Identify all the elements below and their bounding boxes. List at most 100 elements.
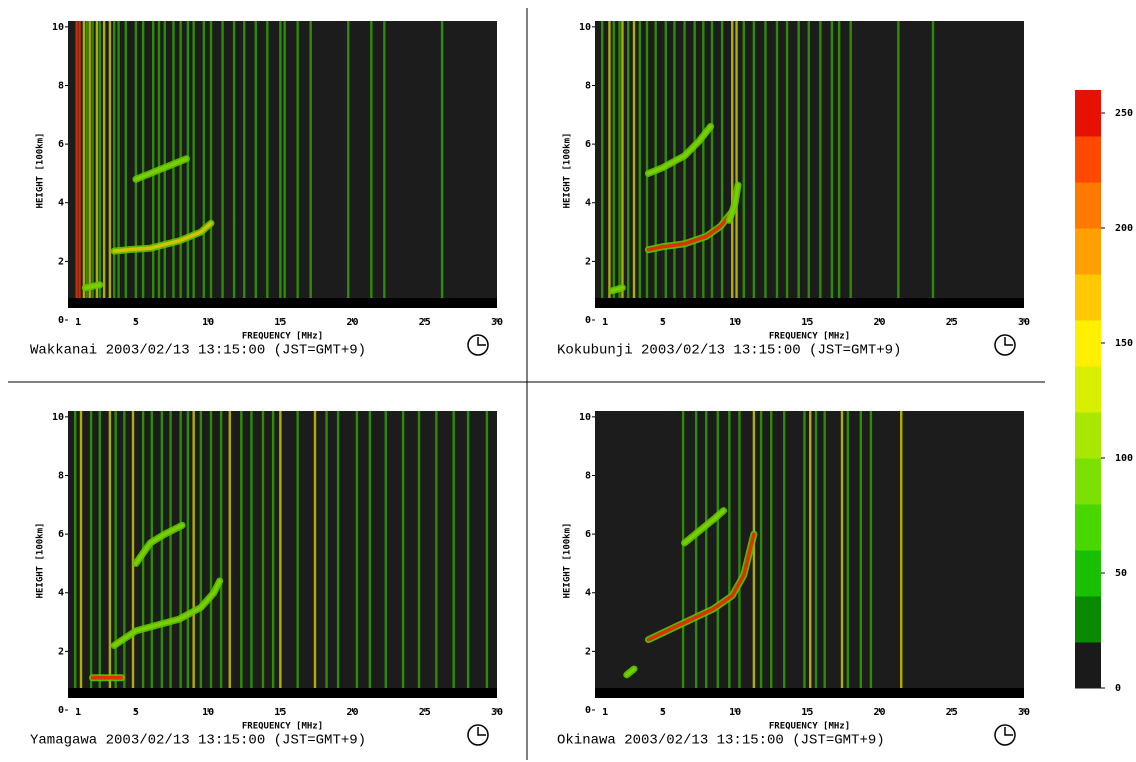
- interference-stripe: [859, 411, 862, 698]
- interference-stripe: [752, 411, 756, 698]
- caption: Kokubunji 2003/02/13 13:15:00 (JST=GMT+9…: [557, 343, 901, 359]
- colorbar-swatch: [1075, 366, 1101, 413]
- clock-hands: [1004, 337, 1013, 346]
- interference-stripe: [681, 411, 685, 698]
- clock-hands: [477, 337, 486, 346]
- interference-stripe: [309, 21, 312, 308]
- y-tick-label: 8: [58, 80, 64, 91]
- interference-stripe: [134, 21, 138, 308]
- x-tick-label: 30: [1018, 707, 1030, 718]
- clock-icon: [467, 334, 489, 356]
- colorbar-swatch: [1075, 320, 1101, 367]
- y-axis-label: HEIGHT [100km]: [36, 133, 46, 209]
- interference-stripe: [770, 411, 773, 698]
- interference-stripe: [108, 411, 112, 698]
- interference-stripe: [809, 411, 812, 698]
- x-tick-label: 15: [274, 317, 286, 328]
- echo-trace: [112, 221, 213, 253]
- echo-trace: [646, 532, 756, 642]
- y-tick-label: 2: [585, 646, 591, 657]
- interference-stripe: [85, 21, 88, 308]
- echo-trace: [646, 209, 734, 252]
- interference-stripe: [654, 21, 657, 308]
- interference-stripe: [900, 411, 903, 698]
- interference-stripe: [840, 411, 844, 698]
- interference-stripe: [79, 411, 83, 698]
- interference-stripe: [131, 411, 135, 698]
- x-tick-label: 1: [75, 317, 81, 328]
- colorbar-swatch: [1075, 550, 1101, 597]
- caption: Yamagawa 2003/02/13 13:15:00 (JST=GMT+9): [30, 733, 366, 749]
- interference-stripe: [612, 21, 615, 308]
- interference-stripe: [209, 411, 213, 698]
- echo-trace: [112, 579, 222, 648]
- interference-stripe: [150, 411, 153, 698]
- interference-stripe: [645, 21, 649, 308]
- interference-stripe: [435, 411, 438, 698]
- y-axis-label: HEIGHT [100km]: [563, 133, 573, 209]
- x-tick-label: 20: [347, 707, 359, 718]
- interference-stripe: [797, 21, 800, 308]
- interference-stripe: [152, 21, 155, 308]
- x-tick-label: 30: [491, 317, 503, 328]
- x-tick-label: 1: [602, 707, 608, 718]
- echo-trace: [134, 523, 184, 566]
- interference-stripe: [271, 411, 275, 698]
- interference-stripe: [735, 21, 738, 308]
- interference-stripe: [638, 21, 641, 308]
- interference-stripe: [694, 411, 698, 698]
- interference-stripe: [731, 21, 734, 308]
- x-tick-label: 10: [729, 707, 741, 718]
- interference-stripe: [219, 411, 223, 698]
- interference-stripe: [250, 411, 253, 698]
- colorbar-swatch: [1075, 136, 1101, 183]
- interference-stripe: [683, 21, 686, 308]
- y-tick-label: 6: [58, 139, 64, 150]
- x-tick-label: 15: [274, 707, 286, 718]
- interference-stripe: [221, 21, 224, 308]
- interference-stripe: [179, 411, 182, 698]
- interference-stripe: [417, 411, 421, 698]
- x-tick-label: 25: [419, 317, 431, 328]
- interference-stripe: [355, 411, 359, 698]
- x-tick-label: 5: [133, 707, 139, 718]
- colorbar-tick-label: 100: [1115, 453, 1133, 464]
- interference-stripe: [775, 21, 779, 308]
- interference-stripe: [283, 21, 286, 308]
- colorbar-tick-label: 50: [1115, 568, 1127, 579]
- interference-stripe: [296, 21, 299, 308]
- interference-stripe: [759, 411, 763, 698]
- interference-stripe: [254, 21, 257, 308]
- colorbar-swatch: [1075, 458, 1101, 505]
- interference-stripe: [336, 411, 340, 698]
- y-tick-label: 4: [585, 198, 591, 209]
- y-tick-label: 4: [585, 588, 591, 599]
- colorbar-swatch: [1075, 412, 1101, 459]
- colorbar-tick-label: 250: [1115, 108, 1133, 119]
- x-tick-label: 1: [75, 707, 81, 718]
- interference-stripe: [98, 411, 101, 698]
- colorbar-tick-label: 200: [1115, 223, 1133, 234]
- x-tick-label: 5: [133, 317, 139, 328]
- colorbar-swatch: [1075, 274, 1101, 321]
- x-tick-label: 20: [874, 707, 886, 718]
- echo-trace: [83, 283, 102, 290]
- interference-stripe: [764, 21, 767, 308]
- y-axis-label: HEIGHT [100km]: [563, 523, 573, 599]
- y-tick-label: 6: [585, 139, 591, 150]
- interference-stripe: [814, 411, 818, 698]
- interference-stripe: [232, 21, 236, 308]
- interference-stripe: [897, 21, 900, 308]
- x-tick-label: 30: [491, 707, 503, 718]
- interference-stripe: [370, 21, 373, 308]
- plot-floor: [68, 688, 497, 698]
- interference-stripe: [716, 411, 719, 698]
- x-tick-label: 1: [602, 317, 608, 328]
- interference-stripe: [102, 21, 106, 308]
- x-axis-label: FREQUENCY [MHz]: [769, 722, 850, 732]
- interference-stripe: [186, 411, 190, 698]
- plot-floor: [595, 688, 1024, 698]
- caption: Wakkanai 2003/02/13 13:15:00 (JST=GMT+9): [30, 343, 366, 359]
- interference-stripe: [819, 21, 822, 308]
